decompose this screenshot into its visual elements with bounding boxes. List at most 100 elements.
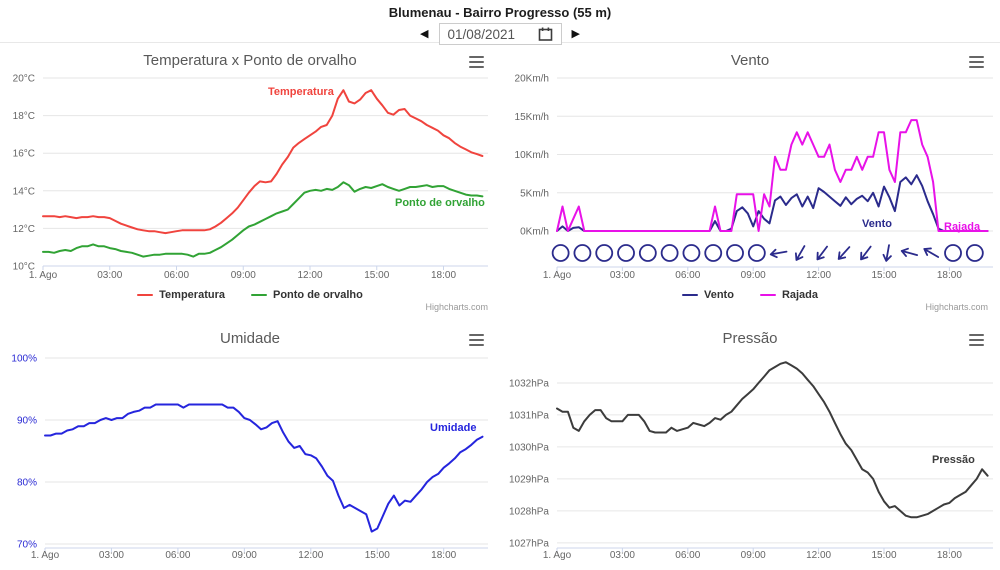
x-axis-label: 06:00 (164, 270, 189, 281)
series-label: Umidade (430, 422, 476, 434)
legend-swatch (250, 294, 267, 296)
chart-title: Umidade (219, 330, 281, 347)
series-line-1 (556, 119, 989, 232)
chart-title: Temperatura x Ponto de orvalho (143, 52, 357, 69)
chart-canvas-wind: 0Km/h 5Km/h 10Km/h 15Km/h 20Km/h 1. Ago 03:00 0… (515, 74, 993, 281)
x-axis-label: 18:00 (431, 270, 456, 281)
wind-arrow-icon (923, 247, 940, 258)
series-label: Vento (862, 218, 892, 230)
y-axis-label: 12°C (13, 224, 35, 235)
chart-wind: Vento 0Km/h 5Km/h 10Km/h 15Km/h 20Km/h 1. Ago… (500, 43, 1000, 321)
chart-menu-icon[interactable] (464, 330, 488, 350)
chart-menu-icon[interactable] (464, 52, 488, 72)
x-axis-label: 06:00 (675, 550, 700, 561)
y-axis-label: 15Km/h (515, 112, 549, 123)
wind-calm-icon (944, 244, 962, 262)
x-axis-label: 12:00 (806, 550, 831, 561)
wind-calm-icon (660, 244, 679, 262)
wind-calm-icon (595, 244, 614, 262)
chart-pressure: Pressão 1027hPa 1028hPa 1029hPa 1030hPa 1031… (500, 321, 1000, 570)
y-axis-label: 10Km/h (515, 150, 549, 161)
chart-canvas-temperature: 10°C 12°C 14°C 16°C 18°C 20°C 1. Ago 03:00 06:00… (13, 74, 488, 281)
legend-swatch (137, 294, 154, 296)
y-axis-label: 20°C (13, 74, 35, 85)
x-axis-label: 1. Ago (31, 550, 60, 561)
x-axis-label: 09:00 (741, 270, 766, 281)
legend-swatch (759, 294, 776, 296)
x-axis-label: 06:00 (675, 270, 700, 281)
series-line-0 (556, 361, 989, 519)
chart-canvas-pressure: 1027hPa 1028hPa 1029hPa 1030hPa 1031hPa 1032h… (509, 361, 993, 561)
x-axis-label: 03:00 (610, 270, 635, 281)
wind-calm-icon (638, 244, 657, 262)
y-axis-label: 70% (17, 539, 37, 550)
series-label: Rajada (944, 221, 981, 233)
series-line-0 (42, 89, 484, 235)
next-day-button[interactable]: ▶ (571, 27, 580, 40)
y-axis-label: 16°C (13, 149, 35, 160)
calendar-icon[interactable] (538, 27, 553, 41)
wind-calm-icon (617, 244, 635, 262)
chart-temperature-dewpoint: Temperatura x Ponto de orvalho 10°C 12°C 1… (0, 43, 500, 321)
x-axis-label: 03:00 (610, 550, 635, 561)
chart-title: Vento (730, 52, 770, 69)
chart-canvas-humidity: 70% 80% 90% 100% 1. Ago 03:00 06:00 09:00 12:00 1… (11, 354, 488, 561)
x-axis-label: 15:00 (871, 270, 896, 281)
x-axis-label: 06:00 (165, 550, 190, 561)
legend-item-rajada[interactable]: Rajada (759, 289, 818, 301)
wind-arrow-icon (900, 247, 919, 257)
chart-legend: Vento Rajada (500, 289, 1000, 301)
y-axis-label: 90% (17, 415, 37, 426)
date-input[interactable] (447, 26, 528, 42)
charts-grid: Temperatura x Ponto de orvalho 10°C 12°C 1… (0, 43, 1000, 570)
x-axis-label: 03:00 (97, 270, 122, 281)
y-axis-label: 20Km/h (515, 74, 549, 85)
wind-calm-icon (682, 244, 701, 262)
series-line-0 (44, 403, 484, 533)
y-axis-label: 1030hPa (509, 442, 549, 453)
wind-arrow-icon (816, 245, 828, 261)
wind-arrow-icon (794, 245, 806, 261)
y-axis-label: 1029hPa (509, 474, 549, 485)
y-axis-label: 1028hPa (509, 506, 549, 517)
x-axis-label: 15:00 (871, 550, 896, 561)
x-axis-label: 15:00 (365, 550, 390, 561)
y-axis-label: 80% (17, 477, 37, 488)
highcharts-credit-link[interactable]: Highcharts.com (425, 302, 488, 312)
y-axis-label: 0Km/h (520, 227, 549, 238)
x-axis-label: 15:00 (364, 270, 389, 281)
y-axis-label: 10°C (13, 262, 35, 273)
wind-arrow-icon (769, 248, 788, 259)
y-axis-label: 14°C (13, 186, 35, 197)
chart-humidity: Umidade 70% 80% 90% 100% 1. Ago 03:00 06:00 09:… (0, 321, 500, 570)
series-line-1 (42, 181, 484, 258)
legend-item-temperatura[interactable]: Temperatura (137, 289, 225, 301)
wind-arrow-icon (837, 246, 851, 260)
wind-calm-icon (704, 244, 723, 262)
legend-item-vento[interactable]: Vento (681, 289, 734, 301)
chart-title: Pressão (722, 330, 778, 347)
y-axis-label: 100% (11, 354, 37, 365)
x-axis-label: 18:00 (937, 550, 962, 561)
series-label: Temperatura (268, 86, 335, 98)
legend-item-ponto-de-orvalho[interactable]: Ponto de orvalho (250, 289, 363, 301)
legend-label: Temperatura (159, 289, 225, 301)
series-label: Pressão (932, 454, 975, 466)
x-axis-label: 1. Ago (543, 550, 572, 561)
highcharts-credit-link[interactable]: Highcharts.com (925, 302, 988, 312)
wind-arrow-icon (860, 245, 872, 261)
y-axis-label: 18°C (13, 111, 35, 122)
chart-menu-icon[interactable] (964, 52, 988, 72)
date-input-box[interactable] (438, 23, 562, 45)
wind-calm-icon (573, 244, 592, 262)
x-axis-label: 03:00 (99, 550, 124, 561)
prev-day-button[interactable]: ◀ (420, 27, 429, 40)
chart-menu-icon[interactable] (964, 330, 988, 350)
station-title: Blumenau - Bairro Progresso (55 m) (388, 5, 612, 20)
x-axis-label: 12:00 (806, 270, 831, 281)
legend-swatch (681, 294, 698, 296)
x-axis-label: 09:00 (741, 550, 766, 561)
legend-label: Vento (703, 289, 734, 301)
x-axis-label: 12:00 (298, 550, 323, 561)
y-axis-label: 5Km/h (520, 188, 549, 199)
